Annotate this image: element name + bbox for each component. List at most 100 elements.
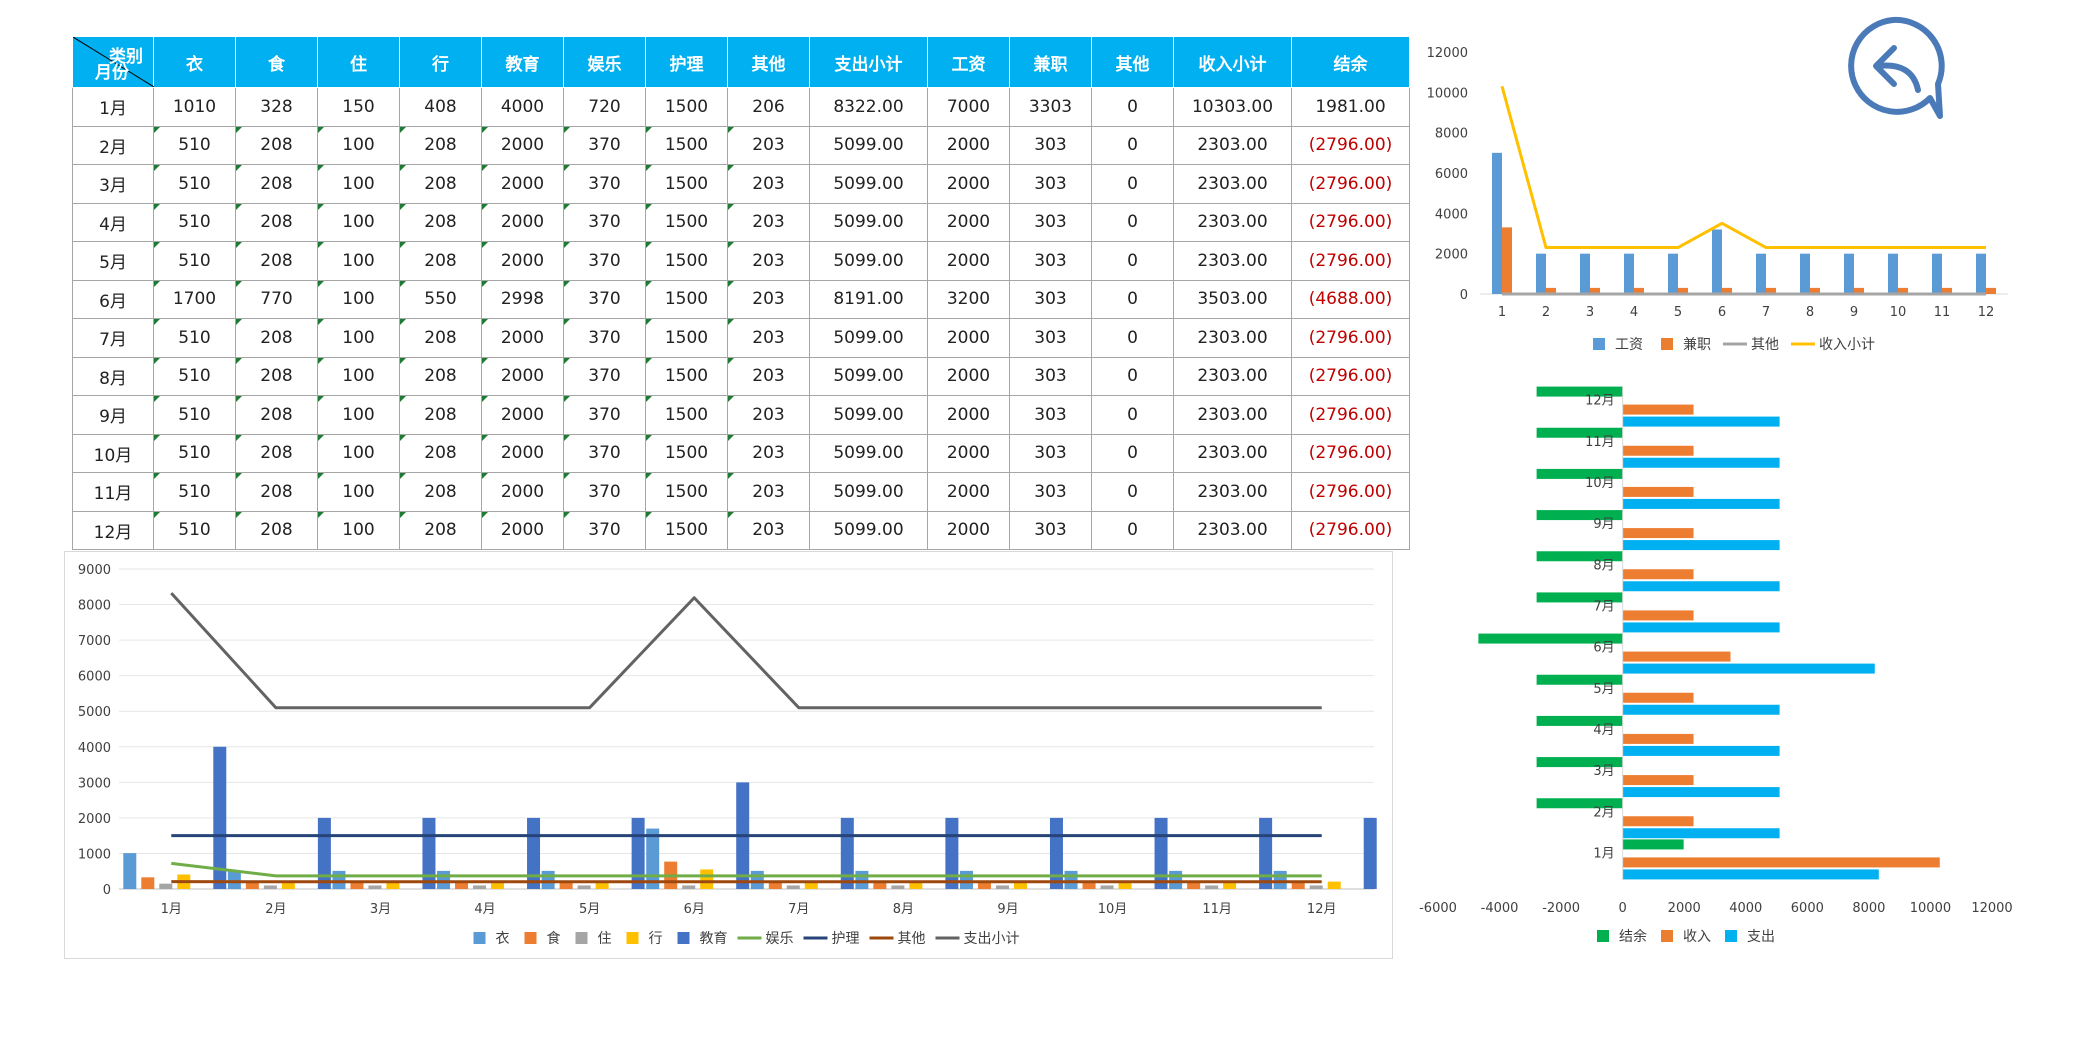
table-cell[interactable]: 2303.00 [1173,125,1292,165]
table-cell[interactable]: 5099.00 [809,433,928,473]
table-cell[interactable]: 2000 [927,241,1010,281]
table-cell[interactable]: 208 [399,356,482,396]
table-cell[interactable]: 203 [727,318,810,358]
table-cell[interactable]: 2000 [927,510,1010,550]
table-cell[interactable]: 2000 [481,510,564,550]
table-cell[interactable]: 1500 [645,164,728,204]
table-cell[interactable]: (2796.00) [1291,202,1410,242]
table-cell[interactable]: 208 [235,241,318,281]
table-cell[interactable]: 5099.00 [809,318,928,358]
table-cell[interactable]: 208 [235,472,318,512]
table-cell[interactable]: 2000 [481,472,564,512]
table-cell[interactable]: 203 [727,279,810,319]
table-cell[interactable]: 2000 [481,395,564,435]
table-cell[interactable]: 100 [317,356,400,396]
table-cell[interactable]: 5099.00 [809,164,928,204]
table-cell[interactable]: 303 [1009,241,1092,281]
month-cell[interactable]: 8月 [72,356,154,396]
table-cell[interactable]: 100 [317,241,400,281]
table-cell[interactable]: 303 [1009,279,1092,319]
table-cell[interactable]: 370 [563,241,646,281]
table-cell[interactable]: 5099.00 [809,356,928,396]
table-cell[interactable]: 1500 [645,318,728,358]
table-cell[interactable]: 5099.00 [809,395,928,435]
table-cell[interactable]: 7000 [927,87,1010,127]
table-cell[interactable]: 2303.00 [1173,318,1292,358]
table-cell[interactable]: 2000 [481,164,564,204]
table-cell[interactable]: 370 [563,472,646,512]
table-cell[interactable]: 0 [1091,433,1174,473]
table-cell[interactable]: 370 [563,318,646,358]
table-cell[interactable]: 4000 [481,87,564,127]
table-cell[interactable]: 408 [399,87,482,127]
table-cell[interactable]: 1500 [645,356,728,396]
table-cell[interactable]: 303 [1009,164,1092,204]
table-cell[interactable]: 203 [727,510,810,550]
table-cell[interactable]: 100 [317,318,400,358]
table-cell[interactable]: (2796.00) [1291,164,1410,204]
table-cell[interactable]: 203 [727,356,810,396]
table-cell[interactable]: 1981.00 [1291,87,1410,127]
table-cell[interactable]: 370 [563,164,646,204]
table-cell[interactable]: 208 [399,318,482,358]
table-cell[interactable]: 370 [563,510,646,550]
table-cell[interactable]: 1500 [645,433,728,473]
table-cell[interactable]: 2000 [481,356,564,396]
table-cell[interactable]: 2000 [927,433,1010,473]
table-cell[interactable]: 1500 [645,395,728,435]
table-cell[interactable]: 770 [235,279,318,319]
month-cell[interactable]: 4月 [72,202,154,242]
table-cell[interactable]: 1500 [645,125,728,165]
table-cell[interactable]: 1700 [153,279,236,319]
table-cell[interactable]: 303 [1009,433,1092,473]
table-cell[interactable]: 0 [1091,318,1174,358]
back-arrow-icon[interactable] [1838,14,1948,124]
month-cell[interactable]: 11月 [72,472,154,512]
table-cell[interactable]: 2000 [481,125,564,165]
table-cell[interactable]: 8322.00 [809,87,928,127]
table-cell[interactable]: 0 [1091,472,1174,512]
table-cell[interactable]: 2000 [927,125,1010,165]
table-cell[interactable]: 8191.00 [809,279,928,319]
table-cell[interactable]: 208 [399,125,482,165]
table-cell[interactable]: 0 [1091,202,1174,242]
table-cell[interactable]: 2000 [927,395,1010,435]
table-cell[interactable]: 208 [399,472,482,512]
table-cell[interactable]: 2000 [927,164,1010,204]
table-cell[interactable]: 5099.00 [809,472,928,512]
table-cell[interactable]: 208 [235,164,318,204]
table-cell[interactable]: 510 [153,472,236,512]
table-cell[interactable]: 206 [727,87,810,127]
table-cell[interactable]: 0 [1091,241,1174,281]
table-cell[interactable]: (2796.00) [1291,356,1410,396]
table-cell[interactable]: 2000 [927,202,1010,242]
table-cell[interactable]: 510 [153,318,236,358]
table-cell[interactable]: 208 [235,395,318,435]
month-cell[interactable]: 10月 [72,433,154,473]
table-cell[interactable]: 1500 [645,472,728,512]
table-cell[interactable]: 208 [235,433,318,473]
table-cell[interactable]: 510 [153,202,236,242]
table-cell[interactable]: (2796.00) [1291,510,1410,550]
month-cell[interactable]: 7月 [72,318,154,358]
table-cell[interactable]: 2303.00 [1173,395,1292,435]
table-cell[interactable]: 100 [317,395,400,435]
table-cell[interactable]: 303 [1009,510,1092,550]
table-cell[interactable]: 100 [317,279,400,319]
month-cell[interactable]: 9月 [72,395,154,435]
table-cell[interactable]: 0 [1091,395,1174,435]
table-cell[interactable]: (2796.00) [1291,241,1410,281]
table-cell[interactable]: 208 [399,433,482,473]
table-cell[interactable]: 370 [563,433,646,473]
table-cell[interactable]: 0 [1091,510,1174,550]
table-cell[interactable]: 510 [153,395,236,435]
table-cell[interactable]: 1500 [645,241,728,281]
table-cell[interactable]: 208 [399,241,482,281]
table-cell[interactable]: 2303.00 [1173,433,1292,473]
table-cell[interactable]: 2000 [927,318,1010,358]
table-cell[interactable]: 510 [153,241,236,281]
table-cell[interactable]: 370 [563,202,646,242]
table-cell[interactable]: 5099.00 [809,510,928,550]
table-cell[interactable]: 2303.00 [1173,356,1292,396]
table-cell[interactable]: 720 [563,87,646,127]
